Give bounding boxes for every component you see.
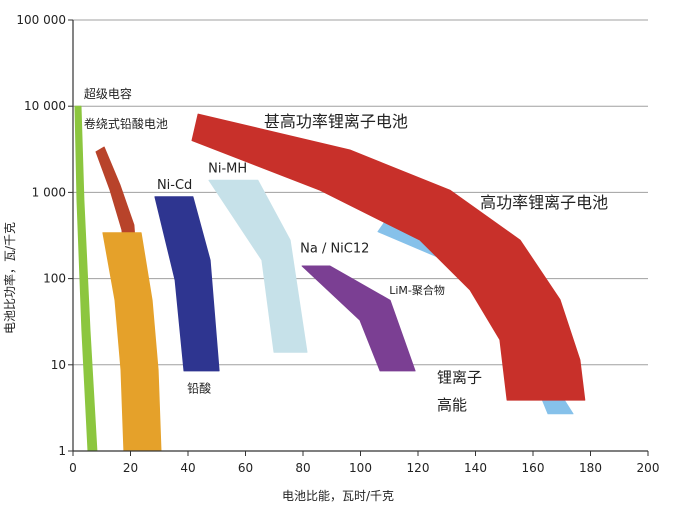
region-3 [154,196,220,372]
annotation-label: Na / NiC12 [300,242,369,257]
x-tick-label: 160 [522,461,545,475]
annotation-label: 铅酸 [187,380,211,395]
region-7 [191,113,586,401]
region-4 [208,179,308,353]
x-tick-label: 80 [295,461,310,475]
x-tick-label: 180 [579,461,602,475]
x-axis-label: 电池比能，瓦时/千克 [282,489,394,503]
x-tick-label: 20 [123,461,138,475]
annotation-label: 超级电容 [84,86,132,101]
annotation-label: 高功率锂离子电池 [480,193,608,212]
axes: 1 10 100 1 000 10 000 100 000 0 20 40 60 80 100 120 1… [16,13,659,475]
battery-regions [74,105,586,452]
y-tick-label: 100 [43,272,66,286]
x-tick-label: 120 [407,461,430,475]
region-2 [102,232,162,452]
y-tick-label: 10 [51,358,66,372]
x-tick-label: 40 [180,461,195,475]
annotation-label: 高能 [437,396,467,414]
annotation-label: 锂离子 [437,369,482,387]
region-5 [301,265,416,372]
annotation-label: LiM-聚合物 [389,283,445,297]
x-tick-label: 0 [69,461,77,475]
y-tick-label: 10 000 [24,99,66,113]
y-tick-label: 1 000 [32,185,66,199]
x-tick-label: 100 [349,461,372,475]
annotation-label: Ni-Cd [157,178,192,193]
annotation-label: 卷绕式铅酸电池 [84,116,168,131]
annotation-label: Ni-MH [208,162,247,177]
x-tick-label: 200 [637,461,660,475]
x-tick-label: 140 [464,461,487,475]
x-tick-label: 60 [238,461,253,475]
annotation-label: 甚高功率锂离子电池 [264,112,408,131]
y-tick-label: 1 [58,444,66,458]
y-tick-label: 100 000 [16,13,66,27]
y-axis-label: 电池比功率，瓦/千克 [2,222,17,334]
